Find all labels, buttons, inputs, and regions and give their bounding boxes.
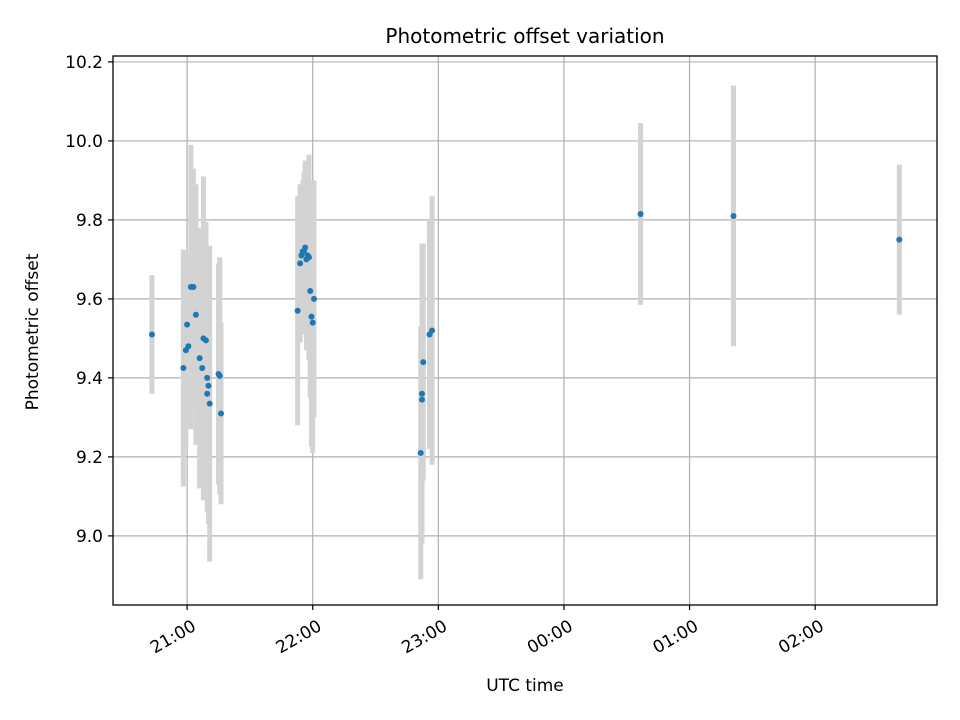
data-point <box>206 400 213 407</box>
y-axis-label: Photometric offset <box>23 253 43 410</box>
data-point <box>185 343 192 350</box>
data-point <box>896 236 903 243</box>
data-point <box>180 365 187 372</box>
data-point <box>204 390 211 397</box>
data-point <box>199 365 206 372</box>
data-point <box>148 331 155 338</box>
data-point <box>637 210 644 217</box>
data-point <box>310 295 317 302</box>
data-point <box>419 396 425 403</box>
data-point <box>309 319 316 326</box>
data-point <box>205 382 212 389</box>
data-point <box>305 254 312 261</box>
data-point <box>202 337 209 344</box>
data-points <box>148 210 903 456</box>
data-point <box>730 212 737 219</box>
data-point <box>196 355 203 362</box>
y-tick-label: 9.2 <box>76 448 103 468</box>
data-point <box>420 359 427 366</box>
data-point <box>429 327 436 334</box>
y-tick-label: 9.0 <box>76 527 103 547</box>
data-point <box>216 372 223 379</box>
data-point <box>307 288 314 295</box>
data-point <box>192 311 199 318</box>
data-point <box>297 260 304 267</box>
grid <box>113 56 937 605</box>
data-point <box>419 390 425 397</box>
data-point <box>308 313 315 320</box>
y-axis-ticks: 9.0 9.2 9.4 9.6 9.8 10.0 10.2 <box>65 53 113 547</box>
y-tick-label: 9.4 <box>76 369 103 389</box>
y-tick-label: 10.2 <box>65 53 103 73</box>
y-tick-label: 9.8 <box>76 211 103 231</box>
data-point <box>218 410 225 417</box>
data-point <box>302 244 309 251</box>
x-axis-label: UTC time <box>486 676 564 696</box>
data-point <box>417 449 424 456</box>
chart-title: Photometric offset variation <box>385 24 664 48</box>
data-point <box>184 321 191 328</box>
data-point <box>204 374 211 381</box>
y-tick-label: 9.6 <box>76 290 103 310</box>
data-point <box>294 307 301 314</box>
data-point <box>190 284 197 291</box>
y-tick-label: 10.0 <box>65 132 103 152</box>
plot-area-frame <box>112 55 938 606</box>
